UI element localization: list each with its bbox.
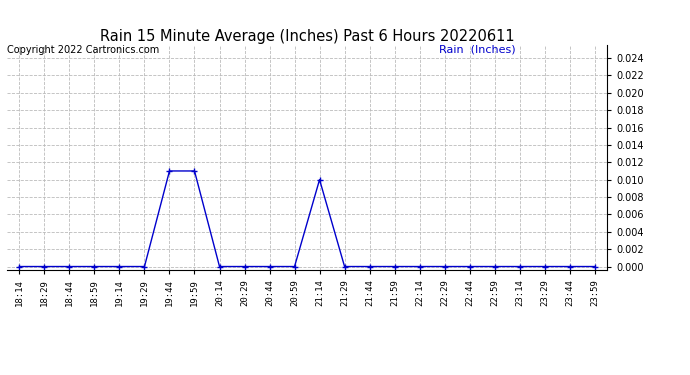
Text: Copyright 2022 Cartronics.com: Copyright 2022 Cartronics.com <box>7 45 159 55</box>
Text: Rain  (Inches): Rain (Inches) <box>439 45 515 55</box>
Title: Rain 15 Minute Average (Inches) Past 6 Hours 20220611: Rain 15 Minute Average (Inches) Past 6 H… <box>100 29 514 44</box>
